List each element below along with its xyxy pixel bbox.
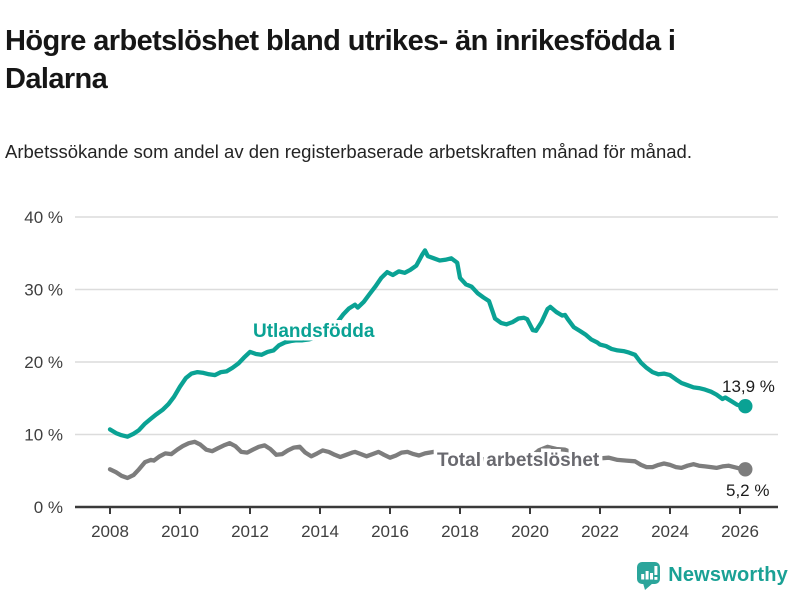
x-axis-tick-label: 2018 (441, 522, 479, 541)
newsworthy-logo: Newsworthy (636, 561, 788, 590)
annotation-layer: Utlandsfödda Total arbetslöshet 13,9 % 5… (250, 318, 775, 501)
series-layer (107, 248, 748, 481)
y-axis-tick-label: 0 % (34, 498, 63, 517)
end-value-label-total: 5,2 % (726, 481, 769, 500)
y-axis-tick-label: 10 % (24, 426, 63, 445)
x-axis-tick-label: 2016 (371, 522, 409, 541)
x-axis-tick-label: 2014 (301, 522, 339, 541)
x-axis-tick-label: 2022 (581, 522, 619, 541)
newsworthy-icon (637, 562, 661, 590)
x-axis-tick-label: 2020 (511, 522, 549, 541)
grid-layer: 0 % 10 % 20 % 30 % 40 % (24, 208, 778, 517)
end-dot-layer (738, 399, 753, 477)
series-label-total-arbetsloshet: Total arbetslöshet (437, 450, 600, 471)
x-axis-tick-label: 2026 (721, 522, 759, 541)
x-axis-tick-label: 2008 (91, 522, 129, 541)
x-axis-tick-label: 2010 (161, 522, 199, 541)
chart-subtitle: Arbetssökande som andel av den registerb… (5, 140, 692, 162)
newsworthy-wordmark: Newsworthy (668, 564, 788, 586)
x-axis-tick-label: 2024 (651, 522, 689, 541)
end-value-label-utlandsfodda: 13,9 % (722, 377, 775, 396)
y-axis-tick-label: 30 % (24, 281, 63, 300)
series-label-utlandsfodda: Utlandsfödda (253, 321, 375, 342)
x-axis-tick-label: 2012 (231, 522, 269, 541)
series-end-dot-0 (738, 399, 753, 414)
series-line-1 (107, 439, 748, 481)
series-end-dot-1 (738, 462, 753, 477)
y-axis-tick-label: 20 % (24, 353, 63, 372)
x-axis: 2008 2010 2012 2014 2016 2018 2020 2022 2024 2026 (75, 505, 778, 541)
y-axis-tick-label: 40 % (24, 208, 63, 227)
chart-title: Högre arbetslöshet bland utrikes- än inr… (5, 25, 676, 95)
series-line-0 (107, 248, 748, 439)
